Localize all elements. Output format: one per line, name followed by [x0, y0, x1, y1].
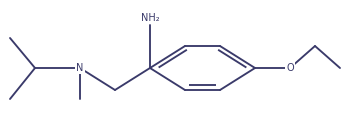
Text: N: N	[76, 63, 84, 73]
Text: NH₂: NH₂	[141, 13, 159, 23]
Text: O: O	[286, 63, 294, 73]
